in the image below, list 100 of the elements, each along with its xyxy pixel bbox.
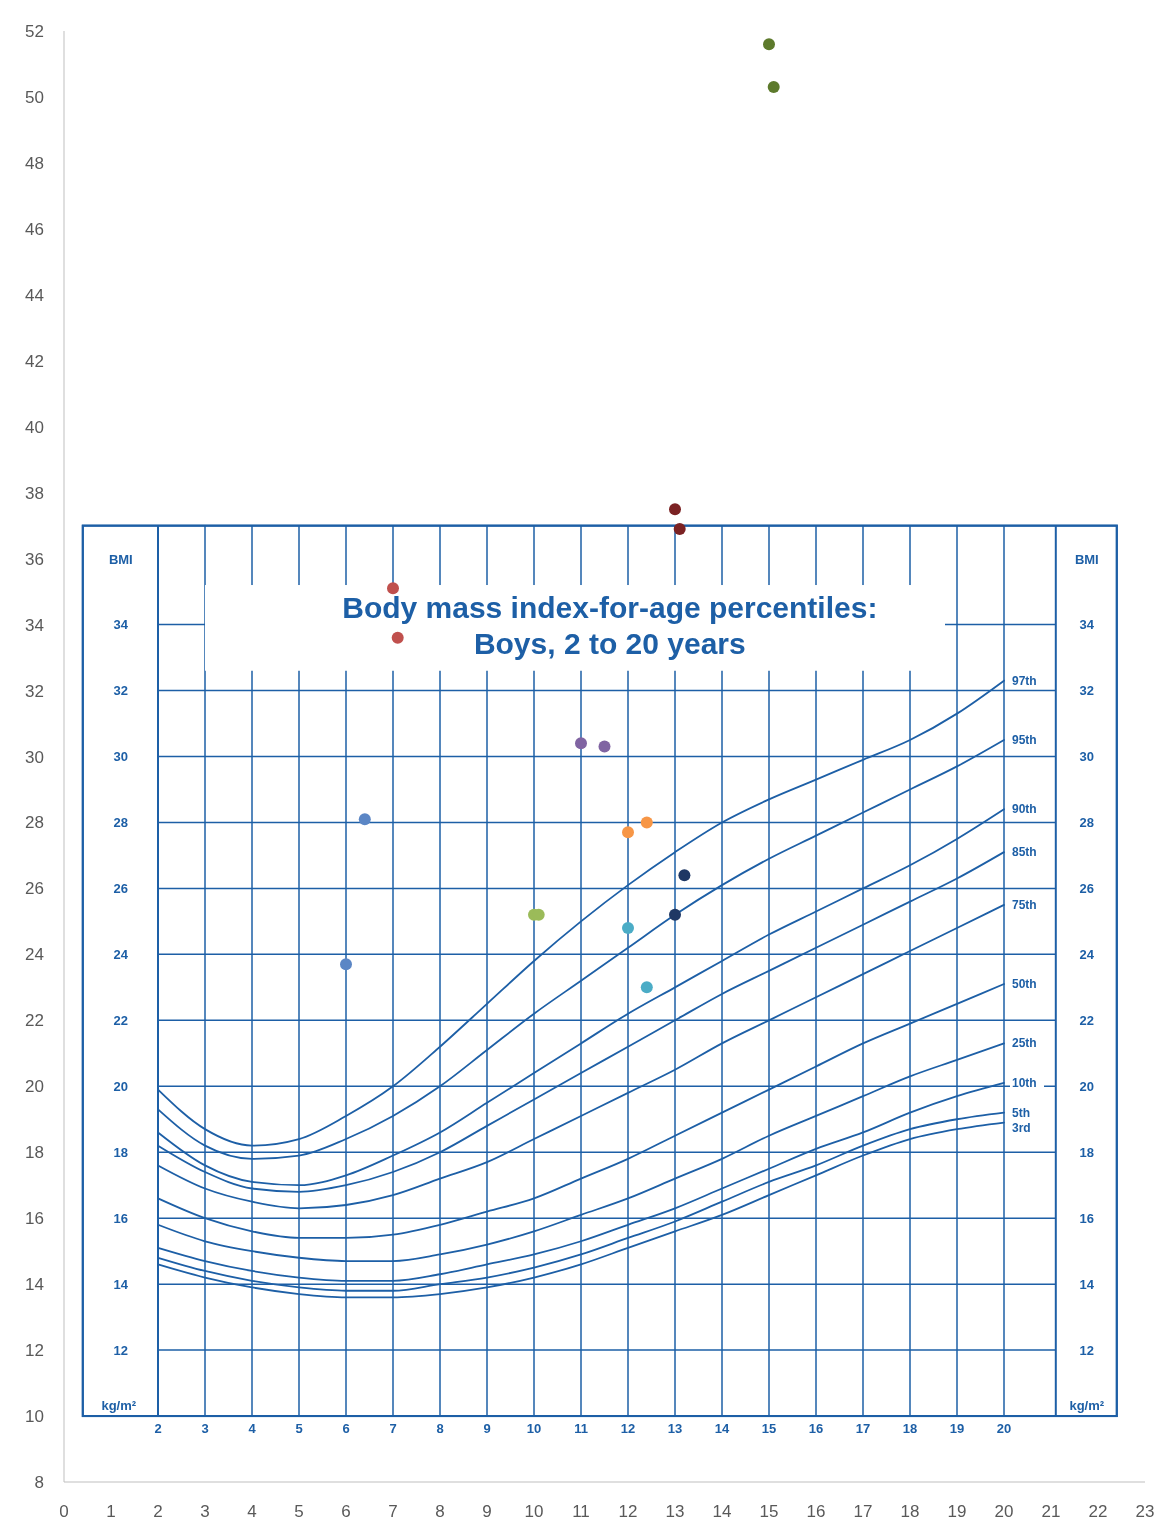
y-tick-label: 40: [25, 417, 44, 437]
y2-tick-label: 24: [113, 946, 129, 962]
point: [669, 908, 681, 921]
x2-tick-label: 13: [667, 1421, 683, 1437]
x2-tick-label: 18: [902, 1421, 918, 1437]
x2-tick-label: 12: [620, 1421, 636, 1437]
y-tick-label: 12: [25, 1341, 44, 1361]
y-tick-label: 26: [25, 879, 44, 899]
x-tick-label: 2: [153, 1502, 163, 1521]
x2-tick-label: 16: [808, 1421, 824, 1437]
x2-tick-label: 11: [574, 1421, 588, 1437]
y3-tick-label: 34: [1079, 617, 1095, 633]
point: [640, 816, 653, 829]
y3-tick-label: 16: [1079, 1210, 1095, 1226]
x-tick-label: 22: [1088, 1502, 1108, 1521]
y2-tick-label: 32: [113, 683, 129, 699]
x2-tick-label: 8: [436, 1421, 444, 1437]
point: [669, 503, 681, 516]
y2-axis-title: BMI: [1074, 551, 1099, 567]
y3-tick-label: 14: [1079, 1276, 1095, 1292]
x2-tick-label: 10: [526, 1421, 542, 1437]
x2-tick-label: 15: [761, 1421, 777, 1437]
y-tick-label: 34: [25, 615, 44, 635]
y2-tick-label: 20: [113, 1078, 129, 1094]
y3-tick-label: 24: [1079, 946, 1095, 962]
x-tick-label: 4: [247, 1502, 257, 1521]
y2-tick-label: 16: [113, 1210, 129, 1226]
x2-tick-label: 6: [342, 1421, 350, 1437]
point: [767, 81, 780, 94]
point: [575, 737, 587, 750]
y-tick-label: 14: [25, 1275, 44, 1295]
series-label: 95th: [1012, 733, 1037, 748]
x-tick-label: 12: [618, 1502, 638, 1521]
point: [358, 813, 371, 826]
point: [763, 38, 775, 51]
y-tick-label: 10: [25, 1407, 44, 1427]
x2-tick-label: 19: [949, 1421, 965, 1437]
annotation: kg/m²: [101, 1398, 137, 1414]
y2-tick-label: 30: [113, 749, 129, 764]
y3-tick-label: 20: [1079, 1078, 1095, 1094]
x-tick-label: 16: [806, 1502, 826, 1521]
x-tick-label: 3: [200, 1502, 210, 1521]
y2-tick-label: 26: [113, 880, 129, 896]
x-tick-label: 23: [1135, 1502, 1155, 1521]
y3-axis-title: BMI: [108, 551, 133, 567]
series-label: 50th: [1012, 977, 1037, 992]
x2-tick-label: 7: [389, 1421, 397, 1437]
x2-tick-label: 5: [295, 1421, 303, 1437]
point: [340, 958, 352, 971]
x-tick-label: 6: [341, 1502, 351, 1521]
y-tick-label: 48: [25, 153, 44, 173]
point: [640, 981, 653, 994]
series-label: 5th: [1012, 1105, 1030, 1120]
point: [622, 921, 634, 934]
x-tick-label: 10: [524, 1502, 544, 1521]
x-tick-label: 18: [900, 1502, 920, 1521]
y-tick-label: 38: [25, 483, 44, 503]
y2-tick-label: 28: [113, 814, 129, 830]
x2-tick-label: 20: [996, 1421, 1012, 1437]
y-tick-label: 22: [25, 1011, 44, 1031]
y3-tick-label: 26: [1079, 880, 1095, 896]
x-tick-label: 7: [388, 1502, 398, 1521]
text: Body mass index-for-age percentiles: Boys, 2 to 20 years: [342, 591, 878, 661]
y-tick-label: 16: [25, 1209, 44, 1229]
y-tick-label: 30: [25, 747, 44, 767]
series-label: 85th: [1012, 845, 1037, 860]
y-tick-label: 52: [25, 22, 44, 41]
y2-tick-label: 18: [113, 1144, 129, 1160]
x2-tick-label: 17: [855, 1421, 871, 1437]
x-tick-label: 21: [1041, 1502, 1061, 1521]
y3-tick-label: 28: [1079, 814, 1095, 830]
x-tick-label: 15: [759, 1502, 779, 1521]
y-tick-label: 42: [25, 351, 44, 371]
x-tick-label: 0: [59, 1502, 69, 1521]
series-label: 97th: [1012, 673, 1037, 688]
y3-tick-label: 22: [1079, 1012, 1095, 1028]
x2-tick-label: 9: [483, 1421, 491, 1437]
x-tick-label: 19: [947, 1502, 967, 1521]
point: [678, 869, 691, 882]
series-label: 90th: [1012, 802, 1037, 817]
y-tick-label: 18: [25, 1143, 44, 1163]
y3-tick-label: 18: [1079, 1144, 1095, 1160]
y2-tick-label: 34: [113, 617, 129, 633]
y3-tick-label: 30: [1079, 749, 1095, 764]
series-label: 10th: [1012, 1075, 1037, 1090]
y-tick-label: 20: [25, 1077, 44, 1097]
series-label: 75th: [1012, 897, 1037, 912]
series-label: 25th: [1012, 1036, 1037, 1051]
x-tick-label: 9: [482, 1502, 492, 1521]
y-tick-label: 44: [25, 285, 44, 305]
x-tick-label: 1: [106, 1502, 116, 1521]
x-tick-label: 5: [294, 1502, 304, 1521]
x2-tick-label: 2: [154, 1421, 162, 1437]
series-label: 3rd: [1012, 1120, 1031, 1135]
y-tick-label: 50: [25, 87, 44, 107]
y-tick-label: 46: [25, 219, 44, 239]
x-tick-label: 8: [435, 1502, 445, 1521]
x-tick-label: 11: [572, 1502, 590, 1521]
point: [598, 740, 611, 753]
x-tick-label: 20: [994, 1502, 1014, 1521]
